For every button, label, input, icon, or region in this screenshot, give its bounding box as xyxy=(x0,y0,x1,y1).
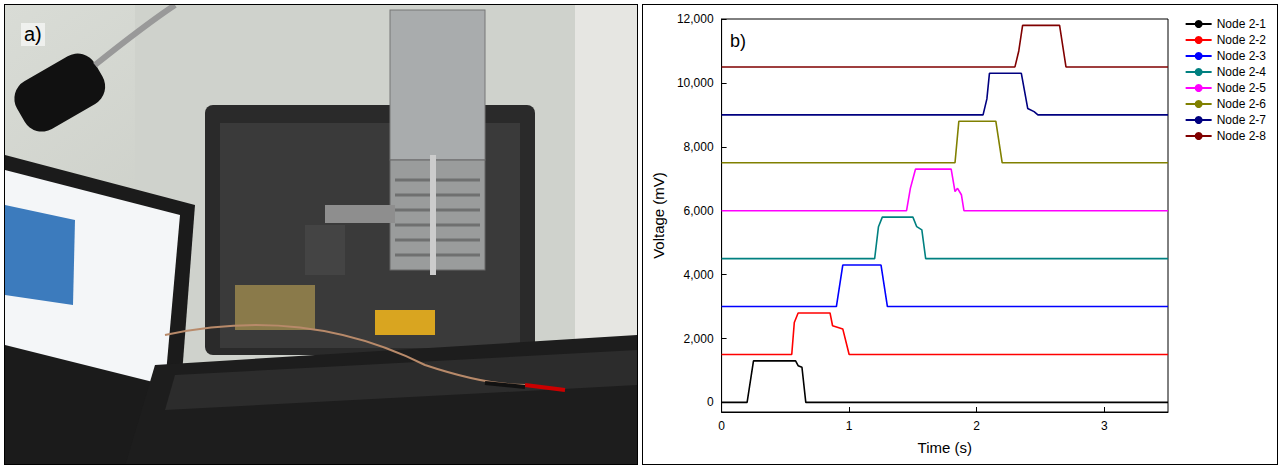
svg-text:8,000: 8,000 xyxy=(684,140,714,154)
svg-text:Node 2-6: Node 2-6 xyxy=(1217,97,1267,111)
svg-text:Node 2-5: Node 2-5 xyxy=(1217,81,1267,95)
svg-text:3: 3 xyxy=(1101,419,1108,433)
svg-text:Node 2-3: Node 2-3 xyxy=(1217,49,1267,63)
svg-text:10,000: 10,000 xyxy=(677,76,714,90)
svg-text:b): b) xyxy=(730,31,746,51)
svg-text:Node 2-4: Node 2-4 xyxy=(1217,65,1267,79)
svg-text:Node 2-8: Node 2-8 xyxy=(1217,129,1267,143)
svg-text:4,000: 4,000 xyxy=(684,268,714,282)
html-text:a): a) xyxy=(24,23,42,45)
svg-text:Voltage (mV): Voltage (mV) xyxy=(650,172,667,259)
svg-text:2: 2 xyxy=(973,419,980,433)
svg-text:Node 2-1: Node 2-1 xyxy=(1217,17,1267,31)
svg-text:Node 2-2: Node 2-2 xyxy=(1217,33,1267,47)
svg-text:0: 0 xyxy=(707,395,714,409)
svg-text:Time (s): Time (s) xyxy=(918,439,972,456)
svg-text:6,000: 6,000 xyxy=(684,204,714,218)
svg-text:0: 0 xyxy=(718,419,725,433)
svg-text:2,000: 2,000 xyxy=(684,332,714,346)
svg-text:1: 1 xyxy=(846,419,853,433)
svg-text:12,000: 12,000 xyxy=(677,12,714,26)
svg-text:Node 2-7: Node 2-7 xyxy=(1217,113,1267,127)
